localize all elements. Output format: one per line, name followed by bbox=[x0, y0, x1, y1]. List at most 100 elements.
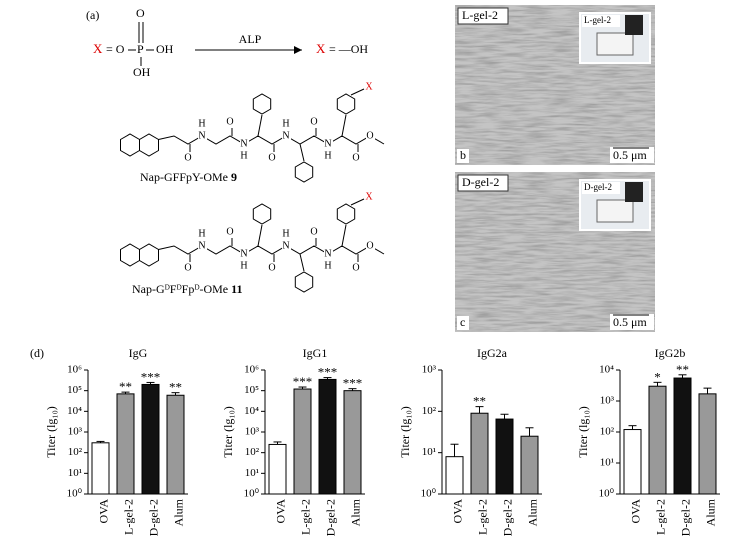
y-tick-label: 10⁰ bbox=[421, 488, 437, 500]
panel-bg bbox=[457, 149, 469, 163]
bar bbox=[293, 388, 312, 495]
ring bbox=[336, 93, 356, 115]
bar bbox=[673, 377, 692, 495]
atom: O bbox=[136, 6, 145, 20]
chain bbox=[158, 245, 385, 255]
y-axis-label: Titer (lg₁₀) bbox=[398, 406, 412, 458]
atom-bg bbox=[240, 150, 249, 162]
scale-bg bbox=[610, 147, 654, 163]
panel-letter: c bbox=[460, 315, 465, 329]
y-tick-label: 10¹ bbox=[245, 467, 259, 479]
arrow-head bbox=[294, 46, 302, 54]
x-tick-label: Alum bbox=[525, 498, 539, 526]
y-tick-label: 10¹ bbox=[422, 446, 436, 458]
atom: N bbox=[282, 130, 289, 141]
x-tick-label: D-gel-2 bbox=[146, 499, 160, 536]
atom-bg bbox=[184, 152, 193, 164]
panel-label: (a) bbox=[86, 8, 99, 22]
vial-cap bbox=[625, 182, 643, 202]
atom: O bbox=[366, 130, 373, 141]
ring bbox=[294, 161, 314, 183]
side-chain bbox=[299, 143, 305, 162]
chart-title: IgG2b bbox=[655, 346, 686, 360]
atom: H bbox=[240, 260, 247, 271]
x-tick-label: D-gel-2 bbox=[500, 499, 514, 536]
atom: = O bbox=[106, 42, 125, 56]
atom: O bbox=[352, 262, 359, 273]
atom-bg bbox=[198, 240, 207, 252]
side-chain bbox=[341, 114, 347, 137]
atom: O bbox=[184, 152, 191, 163]
number: 11 bbox=[231, 282, 242, 296]
x-tick-label: Alum bbox=[703, 498, 717, 526]
atom-bg bbox=[310, 226, 319, 238]
atom-bg bbox=[184, 262, 193, 274]
bar bbox=[268, 443, 287, 495]
bar bbox=[445, 456, 464, 495]
y-tick-label: 10⁵ bbox=[67, 384, 82, 396]
bar bbox=[648, 385, 667, 495]
chart-title: IgG bbox=[129, 346, 148, 360]
significance: ** bbox=[169, 380, 182, 395]
atom: H bbox=[198, 228, 205, 239]
ring bbox=[139, 133, 159, 157]
atom: O bbox=[366, 240, 373, 251]
vial-cap bbox=[625, 15, 643, 35]
bar bbox=[318, 378, 337, 495]
atom: O bbox=[310, 226, 317, 237]
bar bbox=[623, 429, 642, 495]
atom-bg bbox=[226, 116, 235, 128]
atom: H bbox=[282, 228, 289, 239]
significance: ** bbox=[473, 394, 486, 409]
atom: X bbox=[365, 81, 373, 92]
panel-bg bbox=[457, 316, 469, 330]
atom: O bbox=[226, 116, 233, 127]
atom-bg bbox=[365, 191, 374, 203]
atom: H bbox=[282, 118, 289, 129]
atom: N bbox=[240, 138, 247, 149]
significance: * bbox=[654, 369, 661, 384]
y-tick-label: 10³ bbox=[245, 426, 260, 438]
atom-bg bbox=[324, 248, 333, 260]
atom: N bbox=[240, 248, 247, 259]
inset-label: D-gel-2 bbox=[584, 182, 612, 192]
ring bbox=[120, 243, 140, 267]
atom-bg bbox=[310, 116, 319, 128]
y-tick-label: 10¹ bbox=[68, 467, 82, 479]
atom: OH bbox=[133, 65, 151, 79]
atom: N bbox=[282, 240, 289, 251]
scale-label: 0.5 μm bbox=[613, 148, 647, 162]
atom: O bbox=[268, 262, 275, 273]
significance: ** bbox=[119, 379, 132, 394]
x-group: X bbox=[93, 41, 103, 56]
vial bbox=[596, 32, 634, 56]
x-tick-label: D-gel-2 bbox=[323, 499, 337, 536]
x-tick-label: Alum bbox=[348, 498, 362, 526]
scale-bg bbox=[610, 314, 654, 330]
atom-bg bbox=[324, 138, 333, 150]
atom-bg bbox=[282, 130, 291, 142]
x-tick-label: L-gel-2 bbox=[121, 499, 135, 535]
atom: H bbox=[198, 118, 205, 129]
y-tick-label: 10⁴ bbox=[67, 405, 82, 417]
atom: = —OH bbox=[329, 42, 368, 56]
bar bbox=[166, 394, 185, 495]
atom-bg bbox=[282, 118, 291, 130]
label: D-gel-2 bbox=[462, 175, 499, 189]
atom-bg bbox=[198, 228, 207, 240]
atom: N bbox=[324, 248, 331, 259]
bar bbox=[470, 412, 489, 495]
atom-bg bbox=[352, 262, 361, 274]
atom-bg bbox=[240, 260, 249, 272]
y-tick-label: 10⁶ bbox=[244, 364, 259, 376]
charts: IgG Titer (lg₁₀) 10⁰ 10¹ 10² 10³ 10⁴ 10⁵ 10⁶ OVA *… bbox=[44, 346, 720, 536]
x-tick-label: OVA bbox=[628, 499, 642, 524]
y-tick-label: 10⁰ bbox=[599, 488, 615, 500]
atom: O bbox=[352, 152, 359, 163]
atom-bg bbox=[282, 228, 291, 240]
y-axis-label: Titer (lg₁₀) bbox=[44, 406, 58, 458]
